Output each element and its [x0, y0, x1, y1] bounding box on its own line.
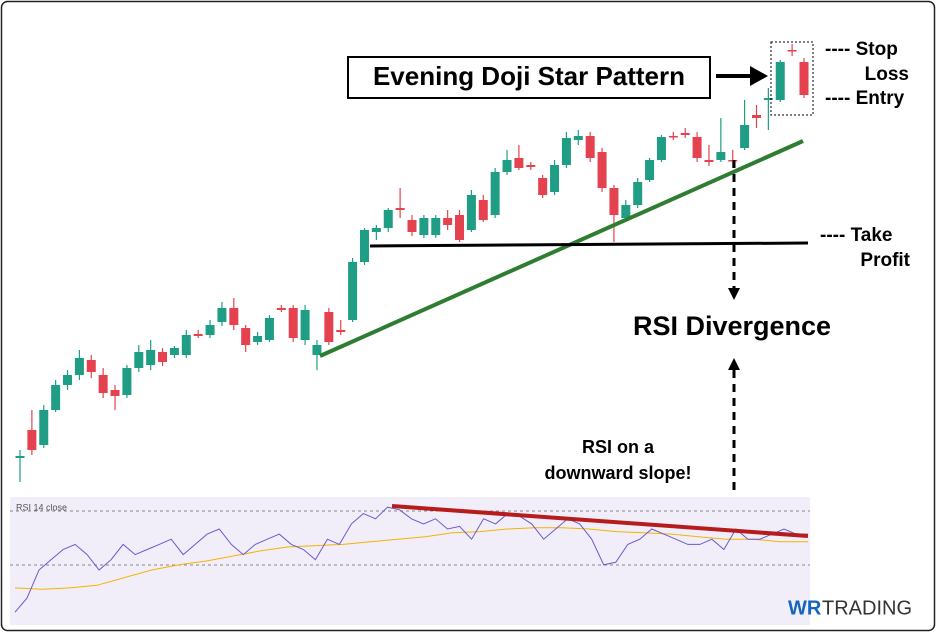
- body: [609, 188, 619, 215]
- body: [300, 310, 310, 340]
- body: [502, 160, 512, 172]
- take-profit-line: [369, 241, 809, 248]
- rsi-ma-line: [14, 527, 808, 590]
- body: [27, 430, 37, 450]
- body: [110, 390, 120, 396]
- body: [146, 350, 156, 365]
- trend-line: [319, 139, 804, 358]
- body: [656, 137, 666, 160]
- stop-label: Loss: [865, 64, 909, 85]
- body: [276, 308, 286, 310]
- body: [692, 137, 702, 158]
- rsi-label: RSI 14 close: [16, 502, 67, 512]
- brand-wr: WR: [788, 597, 822, 619]
- body: [633, 182, 643, 205]
- body: [431, 218, 441, 235]
- stop-label: ---- Stop: [825, 39, 898, 60]
- body: [39, 410, 49, 445]
- rsi-panel: [10, 497, 810, 625]
- take-profit-label: Profit: [860, 250, 910, 271]
- brand-trading: TRADING: [822, 597, 912, 619]
- body: [205, 325, 215, 335]
- entry-label: ---- Entry: [825, 88, 905, 109]
- body: [716, 152, 726, 160]
- body: [573, 136, 583, 140]
- body: [787, 50, 797, 52]
- body: [740, 125, 750, 148]
- body: [86, 360, 96, 372]
- rsi-note: RSI on a: [582, 437, 655, 457]
- body: [253, 336, 263, 342]
- body: [158, 352, 168, 362]
- body: [359, 230, 369, 262]
- body: [241, 328, 251, 345]
- body: [419, 218, 429, 235]
- divergence-label: RSI Divergence: [633, 311, 831, 341]
- body: [763, 98, 773, 100]
- rsi-trend-line: [391, 504, 809, 538]
- rsi-line: [14, 506, 808, 613]
- body: [348, 262, 358, 320]
- body: [134, 352, 144, 368]
- body: [538, 178, 548, 195]
- body: [466, 195, 476, 230]
- body: [383, 210, 393, 228]
- body: [550, 165, 560, 192]
- body: [621, 205, 631, 218]
- body: [217, 308, 227, 322]
- arrow-head: [728, 288, 740, 300]
- body: [597, 152, 607, 188]
- body: [15, 456, 25, 458]
- body: [455, 215, 465, 240]
- body: [443, 218, 453, 225]
- body: [51, 385, 61, 410]
- body: [490, 172, 500, 215]
- body: [680, 133, 690, 135]
- body: [371, 228, 381, 232]
- body: [288, 308, 298, 338]
- body: [526, 165, 536, 167]
- body: [645, 160, 655, 180]
- body: [704, 160, 714, 162]
- body: [336, 330, 346, 332]
- arrow-head: [728, 358, 740, 370]
- body: [312, 345, 322, 355]
- body: [193, 334, 203, 336]
- body: [799, 62, 809, 95]
- body: [751, 115, 761, 118]
- body: [668, 136, 678, 138]
- body: [395, 208, 405, 210]
- body: [514, 158, 524, 168]
- rsi-note: downward slope!: [544, 463, 691, 483]
- body: [169, 348, 179, 355]
- body: [74, 358, 84, 375]
- body: [775, 62, 785, 100]
- candles: [15, 44, 809, 482]
- take-profit-label: ---- Take: [820, 225, 892, 246]
- body: [264, 318, 274, 340]
- body: [585, 136, 595, 158]
- body: [229, 308, 239, 325]
- body: [407, 220, 417, 232]
- body: [63, 375, 73, 385]
- pattern-box: [770, 41, 814, 116]
- body: [98, 375, 108, 393]
- arrow-head: [750, 66, 768, 86]
- pattern-label-box: [347, 56, 711, 99]
- pattern-label: Evening Doji Star Pattern: [373, 61, 685, 91]
- body: [181, 335, 191, 355]
- body: [478, 200, 488, 220]
- body: [561, 138, 571, 165]
- body: [122, 368, 132, 395]
- rsi: [14, 506, 808, 613]
- body: [324, 312, 334, 342]
